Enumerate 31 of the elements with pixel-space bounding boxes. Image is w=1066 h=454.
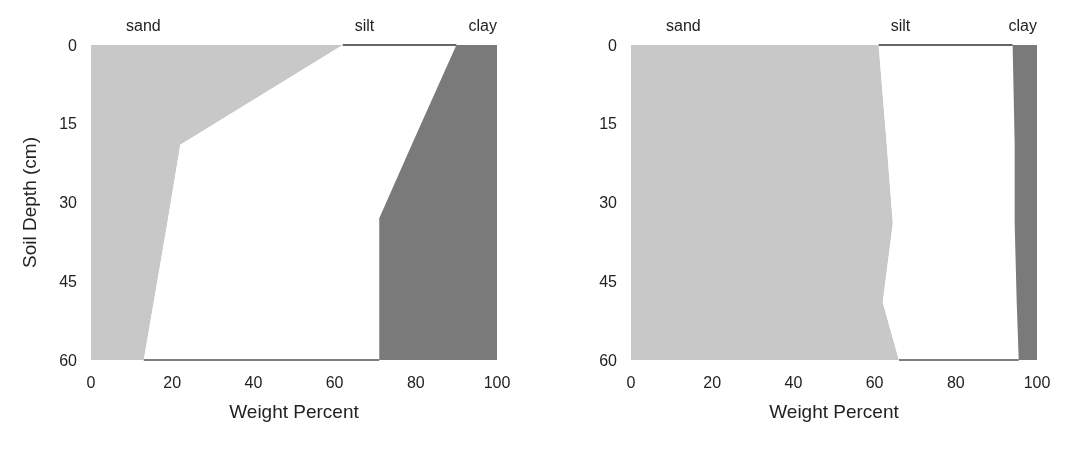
x-tick-label: 0 (86, 373, 96, 391)
y-tick-label: 15 (599, 115, 618, 133)
y-tick-label: 60 (599, 351, 618, 369)
y-tick-label: 30 (599, 194, 618, 211)
y-tick-label: 15 (59, 115, 78, 133)
x-tick-label: 80 (946, 373, 965, 391)
y-axis-title: Soil Depth (cm) (19, 137, 40, 268)
y-tick-label: 0 (608, 36, 618, 54)
x-tick-label: 40 (784, 373, 803, 391)
series-label: silt (890, 16, 911, 34)
x-tick-label: 100 (1023, 373, 1051, 391)
series-label: sand (126, 16, 161, 34)
x-tick-label: 60 (865, 373, 884, 391)
x-tick-label: 20 (163, 373, 182, 391)
x-tick-label: 100 (483, 373, 511, 391)
series-label: clay (1008, 16, 1037, 34)
y-tick-label: 30 (59, 194, 78, 211)
x-tick-label: 80 (406, 373, 425, 391)
y-tick-label: 45 (599, 272, 618, 290)
x-tick-label: 40 (244, 373, 263, 391)
y-tick-label: 60 (59, 351, 78, 369)
x-axis-title: Weight Percent (769, 401, 900, 422)
y-tick-label: 45 (59, 272, 78, 290)
series-label: clay (468, 16, 497, 34)
series-label: silt (354, 16, 375, 34)
x-axis-title: Weight Percent (229, 401, 360, 422)
x-tick-label: 0 (626, 373, 636, 391)
y-tick-label: 0 (68, 36, 78, 54)
series-label: sand (666, 16, 701, 34)
x-tick-label: 20 (703, 373, 722, 391)
x-tick-label: 60 (325, 373, 344, 391)
